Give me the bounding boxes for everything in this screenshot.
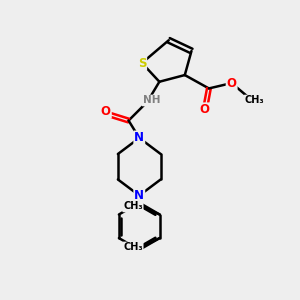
Text: O: O	[200, 103, 210, 116]
Text: O: O	[101, 105, 111, 118]
Text: CH₃: CH₃	[244, 95, 264, 106]
Text: O: O	[226, 76, 237, 90]
Text: CH₃: CH₃	[123, 202, 143, 212]
Text: N: N	[134, 131, 144, 145]
Text: NH: NH	[142, 95, 160, 106]
Text: CH₃: CH₃	[123, 242, 143, 252]
Text: S: S	[138, 56, 146, 70]
Text: N: N	[134, 189, 144, 202]
